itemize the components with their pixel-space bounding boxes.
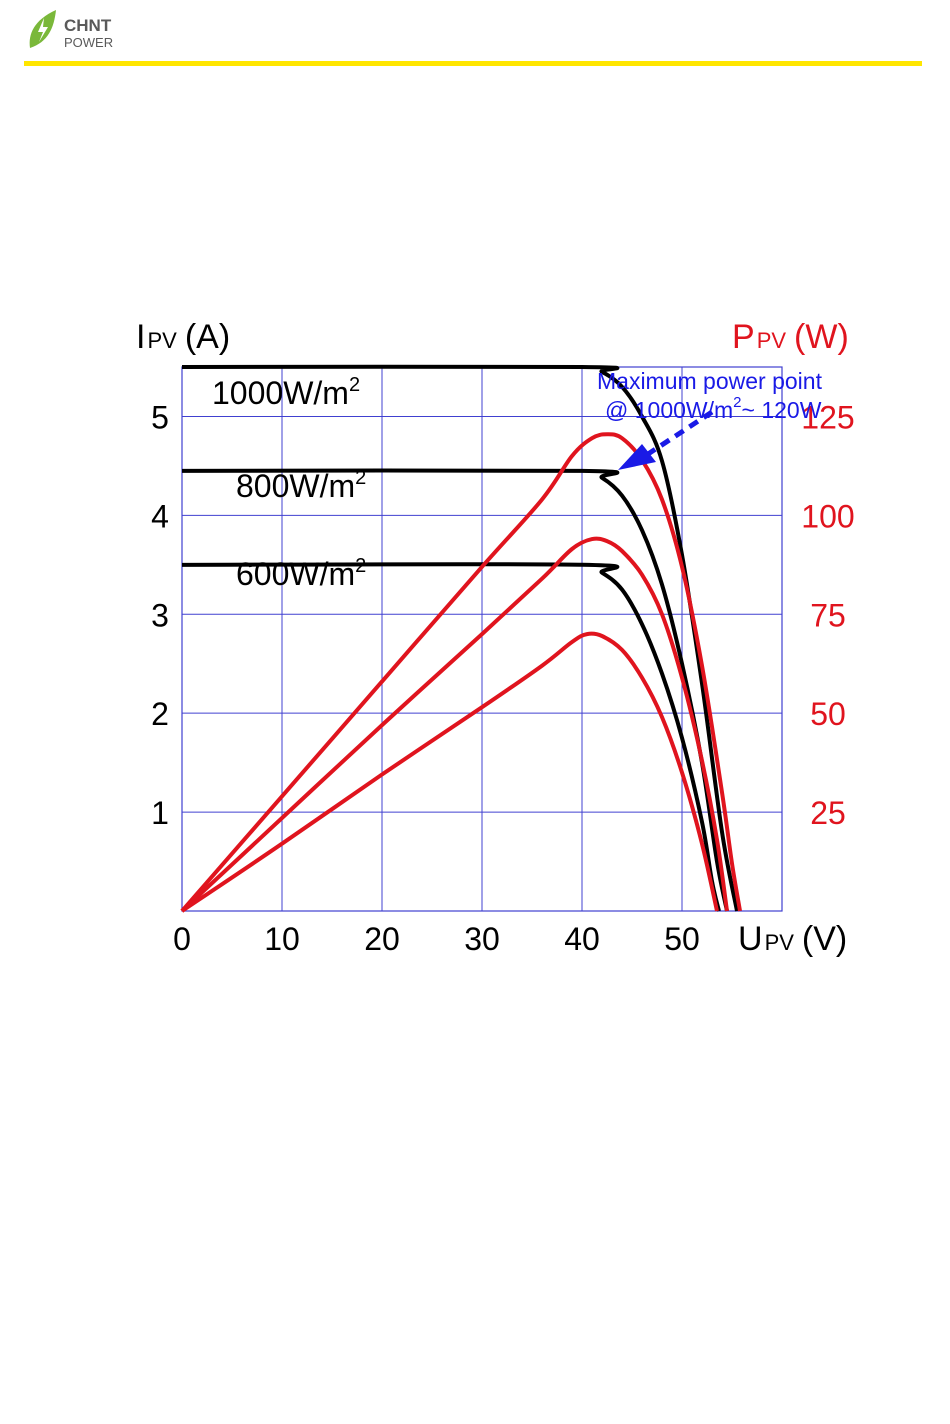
left-axis-title-sub: PV bbox=[147, 328, 177, 353]
leaf-lightning-icon bbox=[29, 10, 56, 48]
page-header: CHNT POWER bbox=[0, 0, 950, 70]
x-axis-title-unit: (V) bbox=[802, 920, 847, 958]
x-tick-label: 40 bbox=[564, 921, 600, 957]
left-tick-label: 5 bbox=[151, 399, 169, 435]
right-axis-title-main: P bbox=[732, 318, 755, 356]
current-curve-1000W/m2 bbox=[181, 364, 739, 912]
x-axis-title: UPV (V) bbox=[738, 920, 847, 958]
right-tick-label: 50 bbox=[810, 696, 846, 732]
x-tick-label: 0 bbox=[173, 921, 191, 957]
chart-grid: 0 10 20 30 40 50 1 2 3 4 5 25 50 75 100 125 bbox=[151, 366, 855, 957]
lightning-bolt bbox=[38, 18, 48, 42]
mpp-annotation-line1: Maximum power point bbox=[597, 368, 823, 394]
right-tick-label: 100 bbox=[801, 498, 854, 534]
left-tick-label: 1 bbox=[151, 795, 169, 831]
left-axis-title-main: I bbox=[136, 318, 145, 356]
x-axis-title-sub: PV bbox=[765, 930, 795, 955]
left-tick-label: 2 bbox=[151, 696, 169, 732]
mpp-annotation-line2: @ 1000W/m2~ 120W bbox=[605, 394, 822, 423]
series-label-600: 600W/m2 bbox=[236, 555, 366, 592]
current-curve-800W/m2 bbox=[181, 468, 729, 912]
left-axis-title-unit: (A) bbox=[185, 318, 230, 356]
power-curve-1000W/m2 bbox=[180, 432, 742, 913]
current-curve-600W/m2 bbox=[181, 562, 721, 912]
brand-logo: CHNT POWER bbox=[26, 8, 136, 52]
header-rule bbox=[24, 61, 922, 66]
mpp-arrow-head bbox=[618, 444, 656, 470]
mpp-arrow-line bbox=[643, 409, 714, 459]
series-label-800: 800W/m2 bbox=[236, 467, 366, 504]
right-axis-title-unit: (W) bbox=[794, 318, 849, 356]
right-tick-label: 25 bbox=[810, 795, 846, 831]
left-axis-title: IPV (A) bbox=[136, 318, 230, 356]
right-tick-label: 75 bbox=[810, 597, 846, 633]
right-tick-label: 125 bbox=[801, 399, 854, 435]
left-tick-label: 4 bbox=[151, 498, 169, 534]
x-tick-label: 30 bbox=[464, 921, 500, 957]
left-tick-label: 3 bbox=[151, 597, 169, 633]
power-curve-600W/m2 bbox=[180, 631, 719, 913]
series-label-1000: 1000W/m2 bbox=[212, 374, 360, 411]
x-tick-label: 50 bbox=[664, 921, 700, 957]
right-axis-title: PPV (W) bbox=[732, 318, 849, 356]
x-tick-label: 10 bbox=[264, 921, 300, 957]
power-curve-800W/m2 bbox=[180, 536, 729, 913]
x-axis-title-main: U bbox=[738, 920, 763, 958]
x-tick-label: 20 bbox=[364, 921, 400, 957]
right-axis-title-sub: PV bbox=[757, 328, 787, 353]
chart-curves bbox=[180, 364, 742, 913]
brand-name-line2: POWER bbox=[64, 35, 114, 50]
brand-name-line1: CHNT bbox=[64, 16, 112, 35]
